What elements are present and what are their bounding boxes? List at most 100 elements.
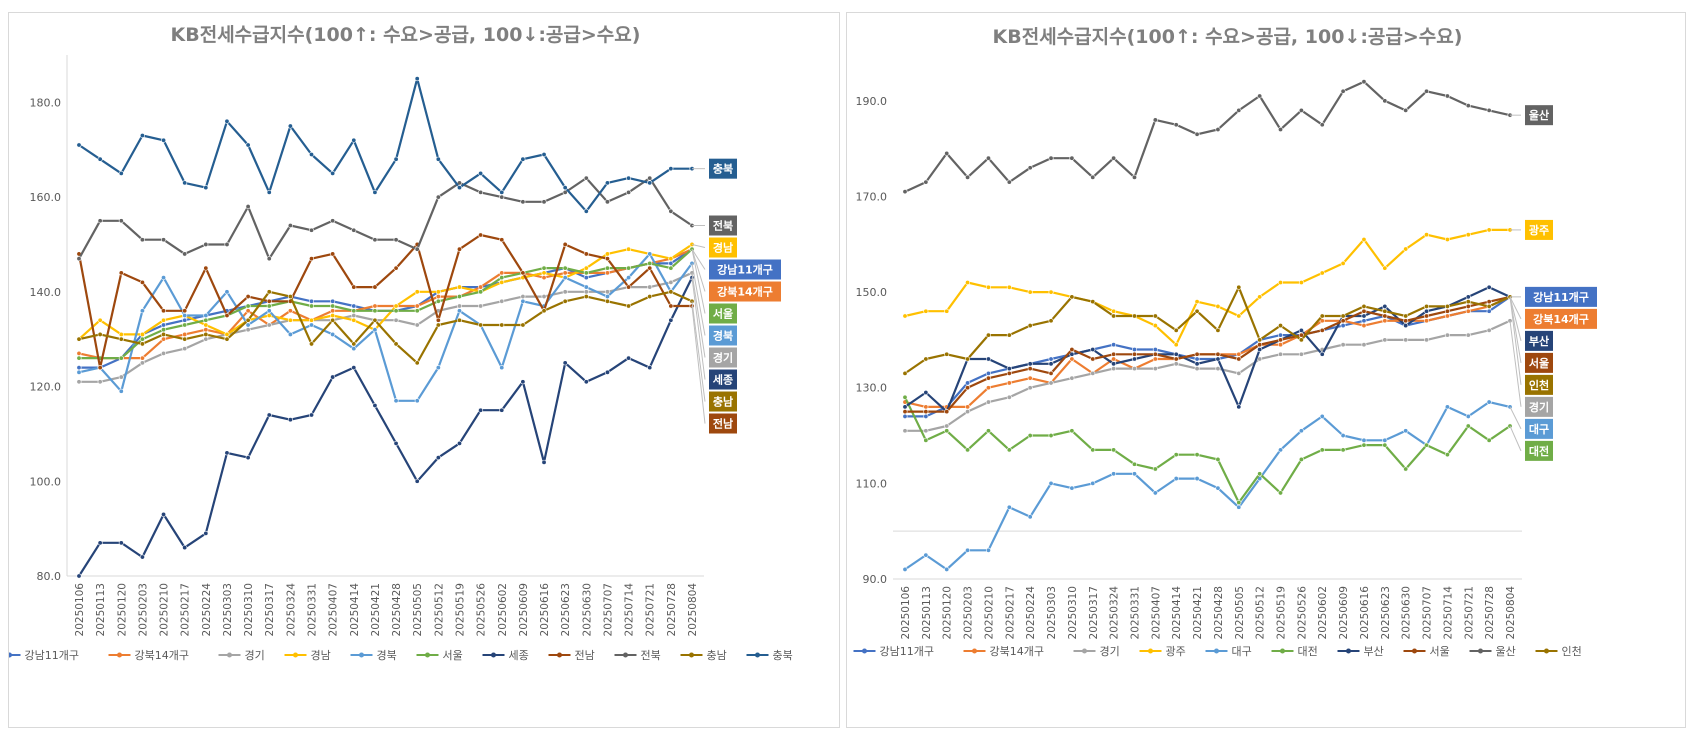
data-point-2-25	[604, 289, 610, 295]
leader-line-9	[691, 301, 706, 402]
data-point-4-5	[182, 312, 188, 318]
data-point-9-5	[182, 336, 188, 342]
data-point-3-24	[1403, 246, 1409, 252]
data-point-2-24	[583, 289, 589, 295]
x-tick-label: 20250505	[1234, 586, 1246, 639]
data-point-6-25	[1424, 308, 1430, 314]
data-point-4-20	[1319, 413, 1325, 419]
data-point-10-1	[97, 156, 103, 162]
data-point-1-6	[203, 327, 209, 333]
data-point-7-11	[1131, 351, 1137, 357]
data-point-5-15	[393, 308, 399, 314]
legend-label: 세종	[509, 649, 529, 662]
data-point-6-7	[1048, 361, 1054, 367]
data-point-7-8	[245, 294, 251, 300]
end-label-box-0	[1525, 286, 1597, 307]
data-point-7-16	[1236, 356, 1242, 362]
data-point-0-24	[583, 275, 589, 281]
data-point-10-8	[245, 142, 251, 148]
data-point-3-2	[944, 308, 950, 314]
data-point-10-24	[583, 208, 589, 214]
data-point-3-12	[1152, 323, 1158, 329]
data-point-1-22	[541, 275, 547, 281]
data-point-8-13	[351, 227, 357, 233]
legend-label: 대전	[1298, 645, 1318, 658]
y-tick-label: 160.0	[30, 191, 62, 204]
end-label-box-7	[1525, 352, 1553, 373]
end-label-7: 전남	[713, 417, 733, 431]
data-point-4-26	[1444, 404, 1450, 410]
data-point-8-17	[1257, 93, 1263, 99]
x-tick-label: 20250728	[666, 583, 678, 636]
leader-line-6	[1509, 296, 1522, 341]
data-point-9-24	[1403, 313, 1409, 319]
data-point-9-18	[1278, 323, 1284, 329]
end-label-0: 강남11개구	[1533, 290, 1589, 304]
data-point-5-4	[161, 327, 167, 333]
data-point-6-20	[499, 407, 505, 413]
data-point-3-16	[1236, 313, 1242, 319]
data-point-8-9	[266, 256, 272, 262]
data-point-2-0	[902, 428, 908, 434]
data-point-5-1	[923, 437, 929, 443]
data-point-8-12	[330, 218, 336, 224]
data-point-1-0	[76, 350, 82, 356]
data-point-3-3	[965, 280, 971, 286]
data-point-10-25	[604, 180, 610, 186]
end-label-box-7	[709, 413, 737, 434]
data-point-9-7	[224, 336, 230, 342]
data-point-2-13	[351, 312, 357, 318]
right-chart-panel: KB전세수급지수(100↑: 수요>공급, 100↓:공급>수요) 90.0 110…	[846, 12, 1686, 728]
data-point-10-28	[668, 166, 674, 172]
data-point-6-4	[985, 356, 991, 362]
data-point-8-20	[1319, 122, 1325, 128]
data-point-7-20	[1319, 327, 1325, 333]
data-point-6-20	[1319, 351, 1325, 357]
legend-item-8: 전북	[614, 649, 661, 662]
end-label-9: 충남	[713, 395, 733, 409]
data-point-2-26	[1444, 332, 1450, 338]
data-point-7-27	[647, 265, 653, 271]
data-point-3-17	[435, 289, 441, 295]
end-label-6: 세종	[713, 373, 733, 387]
legend-label: 강북14개구	[990, 645, 1044, 658]
data-point-7-23	[562, 241, 568, 247]
data-point-7-17	[435, 317, 441, 323]
data-point-1-16	[414, 303, 420, 309]
data-point-7-19	[1298, 332, 1304, 338]
data-point-10-9	[266, 189, 272, 195]
y-tick-label: 170.0	[856, 190, 888, 203]
legend-label: 충남	[707, 649, 727, 662]
data-point-7-25	[1424, 313, 1430, 319]
data-point-6-16	[1236, 404, 1242, 410]
data-point-5-28	[1486, 437, 1492, 443]
data-point-3-25	[1424, 232, 1430, 238]
data-point-8-27	[647, 175, 653, 181]
data-point-2-2	[118, 374, 124, 380]
data-point-5-9	[266, 303, 272, 309]
data-point-4-12	[330, 331, 336, 337]
x-tick-label: 20250714	[624, 583, 636, 637]
data-point-4-6	[1027, 514, 1033, 520]
data-point-9-16	[1236, 284, 1242, 290]
data-point-3-13	[1173, 342, 1179, 348]
chart-title: KB전세수급지수(100↑: 수요>공급, 100↓:공급>수요)	[171, 24, 641, 46]
data-point-9-15	[393, 341, 399, 347]
data-point-7-13	[351, 284, 357, 290]
data-point-2-1	[97, 379, 103, 385]
legend-swatch-dot	[9, 652, 12, 658]
data-point-9-5	[1006, 332, 1012, 338]
y-tick-label: 130.0	[856, 382, 888, 395]
data-point-9-21	[1340, 313, 1346, 319]
legend-swatch-dot	[425, 652, 430, 658]
end-label-box-8	[709, 215, 737, 236]
data-point-8-2	[944, 150, 950, 156]
data-point-4-24	[583, 284, 589, 290]
series-line-9	[78, 290, 693, 364]
data-point-2-27	[647, 284, 653, 290]
data-point-3-24	[583, 265, 589, 271]
leader-line-4	[691, 263, 706, 336]
data-point-0-4	[985, 370, 991, 376]
data-point-7-18	[456, 246, 462, 252]
legend-label: 광주	[1166, 645, 1186, 658]
